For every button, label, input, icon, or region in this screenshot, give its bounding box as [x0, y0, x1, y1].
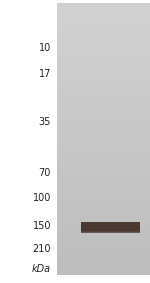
Text: 150: 150 — [33, 221, 51, 231]
Bar — [81, 222, 140, 229]
Bar — [81, 222, 140, 233]
Text: 35: 35 — [39, 117, 51, 127]
Text: 10: 10 — [39, 43, 51, 53]
Text: 210: 210 — [33, 244, 51, 254]
Bar — [58, 247, 78, 251]
Bar — [58, 72, 78, 75]
Bar — [58, 46, 78, 50]
Bar — [81, 222, 140, 232]
Bar — [81, 222, 140, 231]
Bar — [81, 222, 140, 230]
Bar — [58, 196, 78, 200]
Bar — [58, 171, 78, 174]
Bar — [58, 225, 78, 228]
Text: kDa: kDa — [32, 264, 51, 274]
Text: 100: 100 — [33, 193, 51, 203]
Bar — [58, 120, 78, 123]
Text: 70: 70 — [39, 168, 51, 178]
Text: 17: 17 — [39, 68, 51, 79]
Bar — [81, 225, 140, 230]
Bar — [81, 222, 140, 228]
